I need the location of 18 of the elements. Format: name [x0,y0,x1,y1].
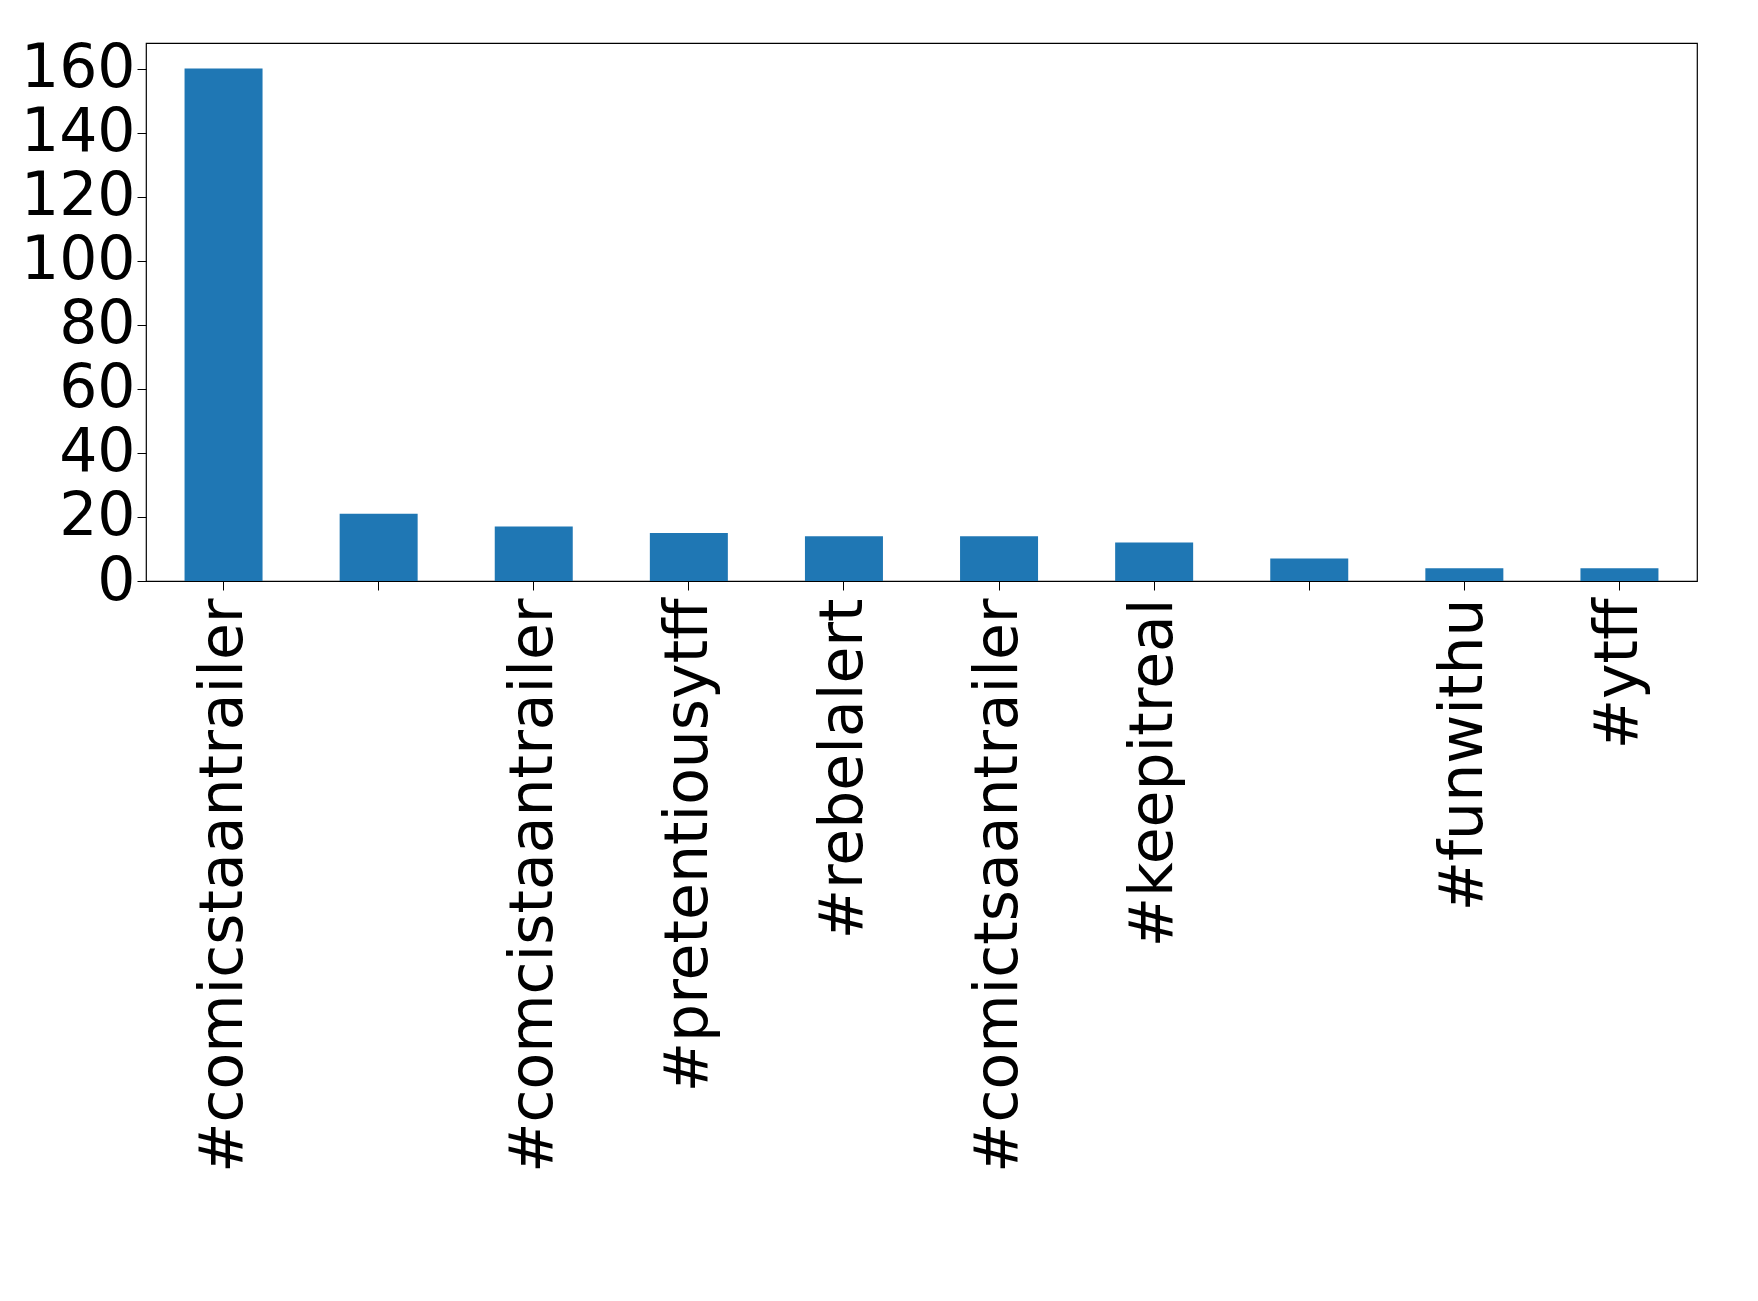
bar [1115,542,1194,581]
bar [804,536,883,581]
bar [649,532,728,581]
x-tick-label: #comictsaantrailer [961,598,1032,1173]
bar [1270,558,1349,581]
x-tick-label: #comcistaantrailer [495,598,566,1173]
bar [1425,568,1504,581]
bar [960,536,1039,581]
x-tick-label: #funwithu [1426,598,1497,912]
bar [184,68,263,581]
bar [1580,568,1659,581]
x-tick-label: #ytff [1581,596,1652,750]
bar [339,513,418,581]
x-tick-label: #keepitreal [1116,598,1187,948]
x-tick-label: #rebelalert [805,598,876,940]
x-tick-label: #pretentiousytff [650,596,721,1093]
bar [494,526,573,581]
x-tick-label: #comicstaantrailer [185,598,256,1173]
